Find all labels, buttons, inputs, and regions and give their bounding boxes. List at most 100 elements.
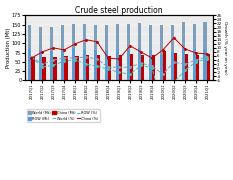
Bar (28, 49, 31, 80)
World (%) (96, 58, 99, 60)
World (%) (140, 62, 142, 64)
Bar (28, 25, 31, 80)
World (%) (74, 57, 77, 59)
China (%) (172, 37, 175, 39)
Bar (203, 22, 207, 80)
Bar (83, 49, 86, 80)
Bar (116, 49, 119, 80)
Bar (171, 25, 174, 80)
World (%) (183, 63, 186, 65)
Bar (127, 24, 130, 80)
China (%) (151, 57, 153, 59)
China (%) (129, 45, 131, 47)
ROW (%) (85, 63, 88, 65)
Bar (61, 25, 64, 80)
Bar (119, 55, 122, 80)
Bar (72, 24, 75, 80)
Bar (94, 25, 97, 80)
Bar (94, 50, 97, 80)
Bar (105, 50, 108, 80)
Bar (105, 25, 108, 80)
Bar (160, 55, 163, 80)
Bar (138, 48, 141, 80)
Bar (203, 49, 207, 80)
Bar (192, 24, 196, 80)
Y-axis label: Production (Mt): Production (Mt) (6, 28, 10, 68)
Bar (64, 56, 68, 80)
China (%) (140, 51, 142, 53)
ROW (%) (30, 56, 33, 58)
Bar (53, 57, 57, 80)
Legend: World (Mt), ROW (Mt), China (Mt), World (%), ROW (%), China (%): World (Mt), ROW (Mt), China (Mt), World … (27, 109, 100, 122)
Bar (138, 23, 141, 80)
Bar (116, 24, 119, 80)
Line: World (%): World (%) (31, 56, 207, 75)
ROW (%) (151, 67, 153, 69)
World (%) (41, 63, 44, 65)
Bar (50, 51, 53, 80)
Line: ROW (%): ROW (%) (31, 56, 207, 107)
Bar (149, 50, 152, 80)
ROW (%) (205, 58, 208, 60)
ROW (%) (183, 69, 186, 71)
Bar (83, 24, 86, 80)
Bar (171, 52, 174, 80)
Bar (152, 55, 155, 80)
ROW (%) (161, 106, 164, 108)
ROW (%) (41, 66, 44, 68)
ROW (%) (118, 71, 120, 73)
Line: China (%): China (%) (31, 37, 207, 60)
China (%) (118, 58, 120, 60)
China (%) (30, 57, 33, 59)
China (%) (161, 49, 164, 51)
World (%) (129, 66, 131, 68)
ROW (%) (96, 65, 99, 67)
World (%) (107, 66, 110, 68)
China (%) (85, 39, 88, 41)
China (%) (41, 51, 44, 53)
World (%) (205, 56, 208, 58)
Bar (31, 57, 35, 80)
Bar (130, 54, 133, 80)
World (%) (151, 65, 153, 67)
Title: Crude steel production: Crude steel production (75, 6, 163, 15)
Bar (108, 56, 111, 80)
World (%) (52, 59, 55, 61)
Bar (61, 50, 64, 80)
Bar (149, 25, 152, 80)
ROW (%) (63, 60, 66, 62)
Bar (174, 53, 177, 80)
China (%) (107, 57, 110, 59)
ROW (%) (74, 59, 77, 61)
Bar (50, 27, 53, 80)
Bar (163, 51, 166, 80)
China (%) (63, 49, 66, 51)
Bar (182, 48, 185, 80)
World (%) (85, 56, 88, 58)
Bar (72, 48, 75, 80)
Bar (160, 25, 163, 80)
World (%) (172, 61, 175, 63)
World (%) (118, 66, 120, 68)
ROW (%) (129, 73, 131, 75)
World (%) (194, 59, 197, 61)
Bar (75, 56, 79, 80)
Bar (39, 51, 42, 80)
World (%) (30, 56, 33, 58)
World (%) (161, 73, 164, 75)
ROW (%) (52, 64, 55, 66)
Bar (39, 27, 42, 80)
World (%) (63, 57, 66, 59)
Bar (196, 55, 199, 80)
China (%) (205, 53, 208, 55)
ROW (%) (194, 61, 197, 63)
Bar (192, 49, 196, 80)
Bar (185, 54, 188, 80)
Bar (97, 55, 100, 80)
ROW (%) (140, 64, 142, 66)
China (%) (183, 48, 186, 50)
China (%) (52, 47, 55, 49)
Bar (86, 55, 89, 80)
Bar (141, 55, 144, 80)
Bar (182, 22, 185, 80)
